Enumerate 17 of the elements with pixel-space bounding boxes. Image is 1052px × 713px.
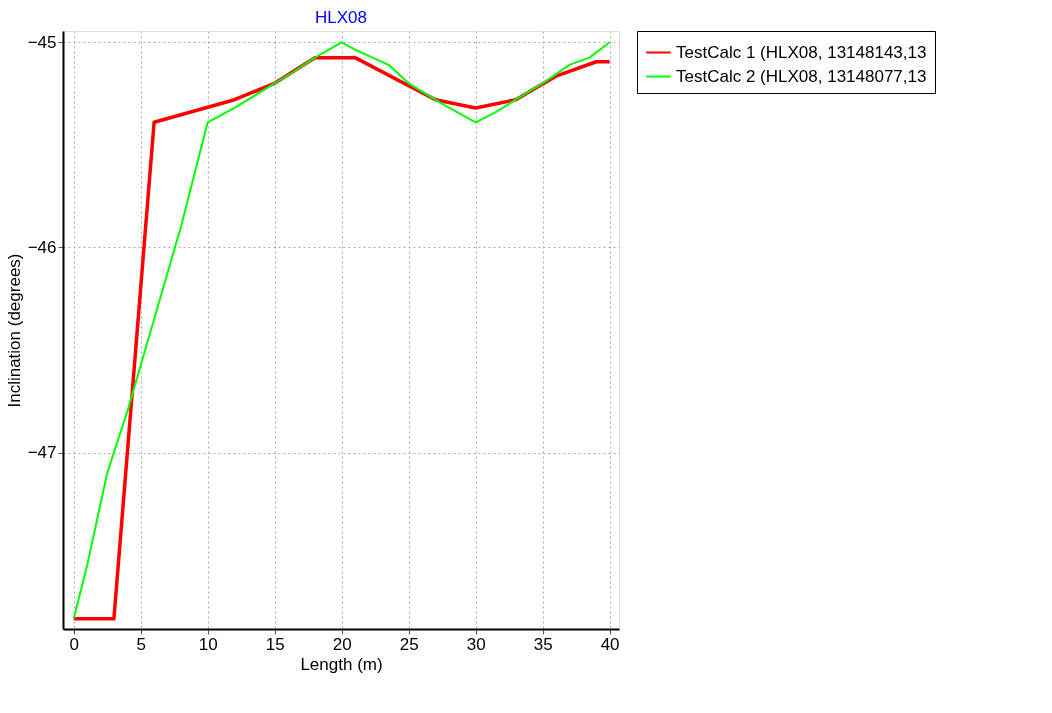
x-axis-title: Length (m) [300,654,383,674]
x-tick-label: 0 [69,634,79,654]
legend-label: TestCalc 1 (HLX08, 13148143,13 [676,42,927,62]
x-tick-label: 25 [399,634,419,654]
x-tick-label: 5 [136,634,146,654]
x-tick-label: 20 [332,634,352,654]
y-tick-label: −46 [27,237,57,257]
x-tick-label: 10 [198,634,218,654]
y-axis-title: Inclination (degrees) [4,253,24,408]
x-tick-label: 15 [265,634,285,654]
y-tick-label: −45 [27,32,57,52]
x-tick-label: 30 [466,634,486,654]
legend-label: TestCalc 2 (HLX08, 13148077,13 [676,66,927,86]
chart-title: HLX08 [315,7,367,27]
x-tick-label: 40 [600,634,620,654]
y-tick-label: −47 [27,443,57,463]
x-tick-label: 35 [533,634,553,654]
